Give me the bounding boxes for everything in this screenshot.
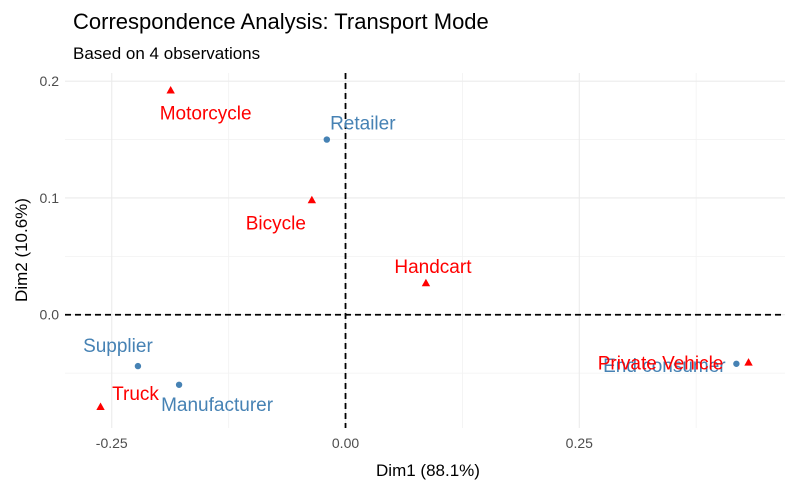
point-marker — [323, 136, 331, 143]
x-tick-label: -0.25 — [96, 435, 128, 451]
triangle-marker — [166, 86, 175, 94]
point-marker — [134, 362, 142, 370]
point-marker — [175, 381, 183, 388]
chart-subtitle: Based on 4 observations — [73, 44, 261, 63]
triangle-marker — [96, 402, 105, 410]
point-label: Private Vehicle — [598, 354, 724, 375]
triangle-marker — [307, 195, 317, 204]
y-tick-label: 0.0 — [40, 307, 60, 323]
y-tick-label: 0.2 — [40, 73, 60, 89]
point-label: Truck — [112, 384, 159, 405]
point-label: Handcart — [394, 257, 472, 278]
point-label: Retailer — [330, 114, 396, 135]
y-axis-title: Dim2 (10.6%) — [12, 198, 31, 302]
triangle-marker — [421, 278, 431, 287]
axis-ticks: -0.25 0.00 0.25 0.0 0.1 0.2 — [40, 73, 594, 451]
point-label: End consumer — [603, 356, 726, 377]
point-labels: Retailer Supplier Manufacturer End consumer… — [83, 104, 726, 416]
point-label: Manufacturer — [161, 395, 274, 416]
x-tick-label: 0.00 — [332, 435, 359, 451]
y-tick-label: 0.1 — [40, 190, 60, 206]
reference-lines — [65, 73, 785, 428]
point-label: Bicycle — [246, 213, 306, 234]
chart-title: Correspondence Analysis: Transport Mode — [73, 9, 489, 34]
point-label: Supplier — [83, 336, 153, 357]
x-tick-label: 0.25 — [566, 435, 593, 451]
point-label: Motorcycle — [160, 104, 252, 125]
point-marker — [733, 360, 740, 367]
triangle-marker — [744, 358, 753, 366]
x-axis-title: Dim1 (88.1%) — [376, 461, 480, 480]
points — [96, 86, 753, 410]
